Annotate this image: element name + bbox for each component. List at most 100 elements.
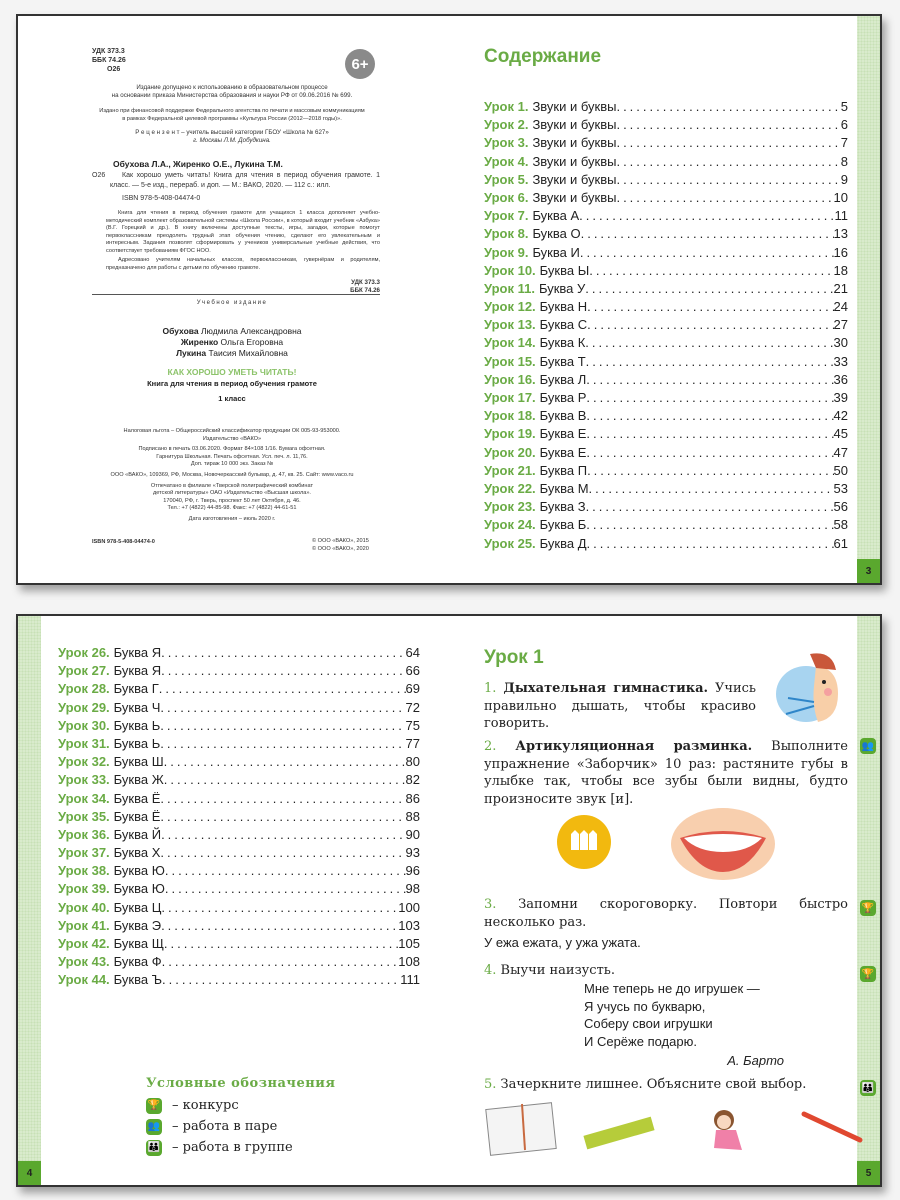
tax-line: Издательство «ВАКО»: [202, 435, 262, 442]
legend-item: 👪 – работа в группе: [146, 1139, 293, 1156]
lesson-topic: Буква С: [539, 317, 588, 333]
contents-entry[interactable]: Урок 8.Буква О 13: [484, 226, 848, 244]
contents-entry[interactable]: Урок 11.Буква У 21: [484, 281, 848, 299]
lesson-topic: Буква Н: [539, 299, 588, 315]
contents-entry[interactable]: Урок 14.Буква К 30: [484, 335, 848, 353]
contents-entry[interactable]: Урок 15.Буква Т 33: [484, 354, 848, 372]
lesson-topic: Буква Э: [113, 917, 162, 933]
contents-entry[interactable]: Урок 23.Буква З 56: [484, 499, 848, 517]
contents-entry[interactable]: Урок 3.Звуки и буквы 7: [484, 135, 848, 153]
contents-entry[interactable]: Урок 2.Звуки и буквы 6: [484, 117, 848, 135]
contents-entry[interactable]: Урок 33.Буква Ж 82: [58, 772, 420, 790]
contents-entry[interactable]: Урок 31.Буква Ь 77: [58, 736, 420, 754]
leader-dots: [586, 390, 833, 405]
contents-entry[interactable]: Урок 16.Буква Л 36: [484, 372, 848, 390]
contents-entry[interactable]: Урок 35.Буква Ё 88: [58, 809, 420, 827]
lesson-number: Урок 7.: [484, 208, 529, 224]
contents-entry[interactable]: Урок 9.Буква И 16: [484, 245, 848, 263]
page-ref: 5: [840, 99, 848, 114]
contents-entry[interactable]: Урок 18.Буква В 42: [484, 408, 848, 426]
contents-entry[interactable]: Урок 17.Буква Р 39: [484, 390, 848, 408]
task-3: 3. Запомни скороговорку. Повтори быстро …: [484, 897, 848, 930]
contents-entry[interactable]: Урок 41.Буква Э 103: [58, 918, 420, 936]
contents-entry[interactable]: Урок 28.Буква Г 69: [58, 681, 420, 699]
leader-dots: [616, 117, 840, 132]
page-ref: 30: [833, 335, 848, 351]
contents-entry[interactable]: Урок 38.Буква Ю 96: [58, 863, 420, 881]
lesson-number: Урок 32.: [58, 754, 110, 770]
contents-entry[interactable]: Урок 4.Звуки и буквы 8: [484, 154, 848, 172]
contents-entry[interactable]: Урок 37.Буква Х 93: [58, 845, 420, 863]
contents-entry[interactable]: Урок 10.Буква Ы 18: [484, 263, 848, 281]
contents-entry[interactable]: Урок 34.Буква Ё 86: [58, 791, 420, 809]
leader-dots: [581, 226, 834, 241]
fence-icon: [557, 815, 611, 869]
contents-entry[interactable]: Урок 30.Буква Ь 75: [58, 718, 420, 736]
lesson-topic: Буква Й: [113, 826, 162, 842]
contents-entry[interactable]: Урок 39.Буква Ю 98: [58, 881, 420, 899]
page-number: 3: [857, 559, 880, 583]
bbk: ББК 74.26: [92, 57, 126, 64]
contents-entry[interactable]: Урок 24.Буква Б 58: [484, 517, 848, 535]
trophy-icon: 🏆: [860, 900, 876, 916]
poem-line: Я учусь по букварю,: [584, 998, 706, 1014]
lesson-topic: Буква Я: [113, 645, 162, 660]
lesson-number: Урок 10.: [484, 262, 536, 278]
support-line: в рамках Федеральной целевой программы «…: [122, 115, 342, 122]
contents-entry[interactable]: Урок 32.Буква Ш 80: [58, 754, 420, 772]
notebook-icon: [485, 1102, 557, 1156]
lesson-topic: Звуки и буквы: [532, 153, 617, 169]
lesson-topic: Буква Ч: [113, 699, 161, 715]
contents-entry[interactable]: Урок 40.Буква Ц 100: [58, 900, 420, 918]
bibliographic-record: Как хорошо уметь читать! Книга для чтени…: [110, 172, 380, 189]
contents-entry[interactable]: Урок 44.Буква Ъ 111: [58, 972, 420, 990]
contents-entry[interactable]: Урок 7.Буква А 11: [484, 208, 848, 226]
leader-dots: [164, 754, 406, 769]
leader-dots: [586, 499, 834, 514]
page-ref: 6: [840, 117, 848, 133]
lesson-number: Урок 38.: [58, 863, 110, 879]
page-ref: 86: [405, 790, 420, 806]
lesson-topic: Буква Я: [113, 663, 162, 679]
task-2: 2. Артикуляционная разминка. Выполните у…: [484, 739, 849, 807]
page-ref: 16: [833, 244, 848, 260]
spread-pages-4-5: 4 5 Урок 26.Буква Я64Урок 27.Буква Я66Ур…: [16, 614, 882, 1187]
leader-dots: [587, 299, 833, 314]
lesson-topic: Буква Ё: [113, 808, 161, 824]
lesson-number: Урок 4.: [484, 153, 529, 169]
contents-entry[interactable]: Урок 5.Звуки и буквы 9: [484, 172, 848, 190]
age-rating-badge: 6+: [345, 49, 375, 79]
page-ref: 69: [405, 681, 420, 697]
contents-entry[interactable]: Урок 6.Звуки и буквы 10: [484, 190, 848, 208]
legend-item: 🏆 – конкурс: [146, 1097, 239, 1114]
contents-entry[interactable]: Урок 12.Буква Н 24: [484, 299, 848, 317]
contents-entry[interactable]: Урок 42.Буква Щ 105: [58, 936, 420, 954]
lesson-topic: Буква Е: [539, 426, 587, 442]
pair-icon: 👥: [146, 1118, 162, 1135]
contents-entry[interactable]: Урок 1.Звуки и буквы 5: [484, 99, 848, 117]
lesson-topic: Буква Ь: [113, 717, 161, 733]
leader-dots: [161, 827, 405, 842]
leader-dots: [586, 372, 833, 387]
leader-dots: [587, 463, 833, 478]
contents-entry[interactable]: Урок 36.Буква Й 90: [58, 827, 420, 845]
contents-entry[interactable]: Урок 43.Буква Ф 108: [58, 954, 420, 972]
contents-entry[interactable]: Урок 19.Буква Е 45: [484, 426, 848, 444]
contents-entry[interactable]: Урок 27.Буква Я 66: [58, 663, 420, 681]
reviewer-line: Р е ц е н з е н т – учитель высшей катег…: [135, 129, 329, 137]
lesson-number: Урок 33.: [58, 772, 110, 788]
page-ref: 103: [398, 917, 420, 933]
page-ref: 13: [833, 226, 848, 242]
contents-entry[interactable]: Урок 26.Буква Я 64: [58, 645, 420, 663]
page-ref: 50: [833, 462, 848, 478]
contents-entry[interactable]: Урок 13.Буква С 27: [484, 317, 848, 335]
legend-title: Условные обозначения: [146, 1076, 336, 1091]
contents-entry[interactable]: Урок 29.Буква Ч 72: [58, 700, 420, 718]
approval-line: на основании приказа Министерства образо…: [111, 92, 353, 100]
contents-entry[interactable]: Урок 22.Буква М 53: [484, 481, 848, 499]
page-ref: 9: [840, 171, 848, 187]
contents-entry[interactable]: Урок 25.Буква Д 61: [484, 536, 848, 554]
contents-entry[interactable]: Урок 21.Буква П 50: [484, 463, 848, 481]
bbk: ББК 74.26: [350, 287, 380, 294]
contents-entry[interactable]: Урок 20.Буква Е 47: [484, 445, 848, 463]
